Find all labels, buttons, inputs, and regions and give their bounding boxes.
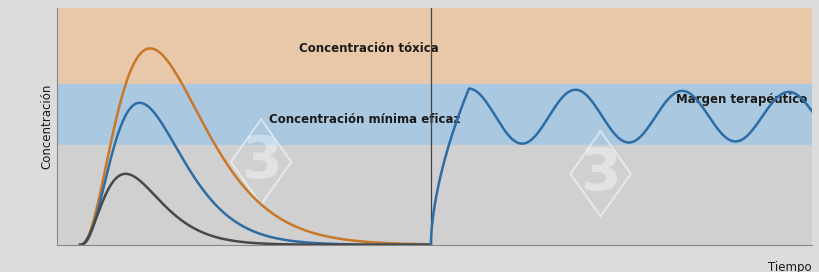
Text: Margen terapéutico: Margen terapéutico bbox=[675, 93, 806, 106]
Text: 3: 3 bbox=[580, 145, 620, 202]
Bar bbox=[57, 4, 811, 84]
Text: Concentración mínima eficaz: Concentración mínima eficaz bbox=[269, 113, 459, 126]
Text: Tiempo: Tiempo bbox=[767, 261, 811, 272]
Y-axis label: Concentración: Concentración bbox=[40, 84, 53, 169]
Bar bbox=[57, 84, 811, 146]
Text: 3: 3 bbox=[241, 134, 281, 190]
Bar bbox=[57, 146, 811, 249]
Text: Concentración tóxica: Concentración tóxica bbox=[298, 42, 438, 55]
